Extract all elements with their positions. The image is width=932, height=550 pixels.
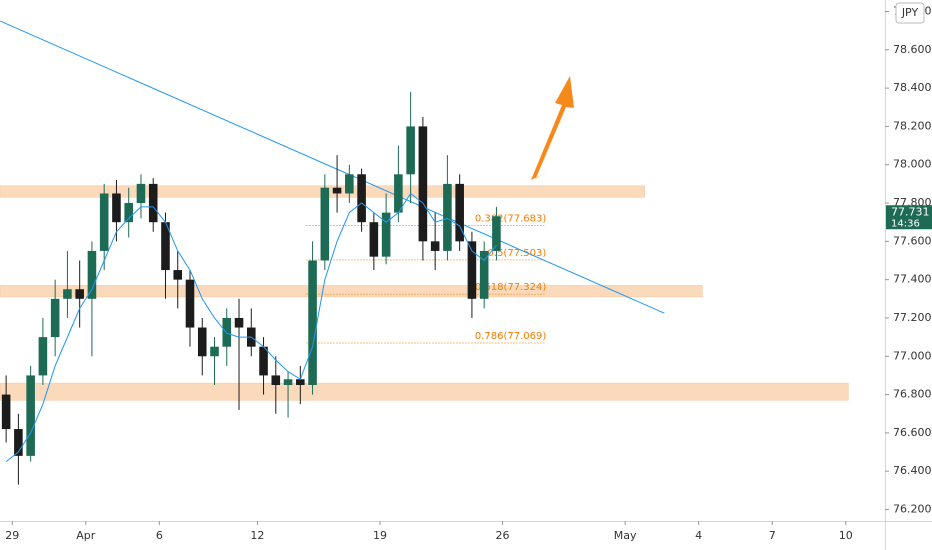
candle-body	[369, 222, 379, 257]
candle-body	[99, 193, 109, 251]
x-tick-label: 19	[373, 529, 387, 542]
countdown: 14:36	[891, 218, 920, 229]
symbol: JPY	[901, 6, 919, 19]
candle-body	[124, 203, 133, 223]
candle-body	[283, 379, 293, 386]
candle-body	[308, 260, 317, 386]
candle-body	[467, 241, 477, 299]
candle-body	[161, 222, 170, 271]
x-tick-label: 26	[496, 529, 510, 542]
x-tick-label: May	[614, 529, 637, 542]
candle-body	[320, 187, 330, 261]
candle-body	[222, 317, 232, 347]
y-tick-label: 78.600	[893, 43, 932, 56]
arrow-up	[531, 76, 574, 180]
candle-body	[332, 187, 342, 194]
candle-body	[492, 216, 501, 251]
candle-body	[197, 327, 207, 357]
y-tick-label: 76.400	[893, 464, 932, 477]
y-tick-label: 77.200	[893, 311, 932, 324]
zone	[0, 382, 849, 401]
candle-body	[455, 183, 464, 242]
candle-body	[26, 375, 35, 456]
candle-body	[406, 126, 415, 175]
candle-body	[357, 174, 366, 223]
x-tick-label: 12	[250, 529, 264, 542]
candle-body	[345, 174, 354, 194]
y-tick-label: 78.000	[893, 158, 932, 171]
candle-body	[112, 193, 121, 223]
candle-body	[1, 394, 11, 430]
fib-label: 0.618(77.324)	[475, 282, 547, 293]
y-tick-label: 76.200	[893, 503, 932, 516]
y-tick-label: 78.200	[893, 119, 932, 132]
candle-body	[148, 183, 158, 223]
candle-body	[136, 183, 146, 204]
candle-body	[443, 183, 452, 251]
candle-body	[381, 212, 391, 257]
candle-body	[38, 337, 48, 376]
x-tick-label: 4	[695, 529, 702, 542]
y-tick-label: 78.400	[893, 81, 932, 94]
candle-body	[50, 298, 60, 338]
fib-label: 0.382(77.683)	[475, 213, 547, 224]
candle-body	[394, 174, 403, 213]
last-price: 77.731	[891, 205, 930, 218]
price-box	[886, 205, 932, 230]
candle-body	[14, 429, 23, 456]
candle-body	[185, 279, 195, 328]
x-tick-label: 29	[5, 529, 19, 542]
candle-body	[271, 375, 281, 386]
candle-body	[296, 379, 305, 386]
x-tick-label: 6	[156, 529, 163, 542]
fib-label: 0.786(77.069)	[475, 331, 547, 342]
zone	[0, 285, 703, 298]
fib-label: 0.5(77.503)	[488, 248, 547, 259]
candle-body	[234, 317, 244, 328]
moving-average	[5, 192, 497, 463]
candle-body	[87, 250, 97, 299]
candle-body	[418, 126, 428, 242]
candle-body	[430, 241, 440, 251]
y-tick-label: 76.800	[893, 388, 932, 401]
symbol-box	[895, 2, 925, 24]
candle-body	[210, 346, 219, 357]
x-tick-label: 10	[839, 529, 853, 542]
candle-body	[479, 250, 489, 299]
candle-body	[259, 346, 268, 376]
candle-body	[63, 289, 72, 299]
trendline	[0, 20, 665, 314]
y-tick-label: 77.000	[893, 349, 932, 362]
y-tick-label: 77.400	[893, 273, 932, 286]
y-tick-label: 77.600	[893, 234, 932, 247]
candle-body	[75, 289, 84, 299]
candle-body	[173, 270, 183, 280]
x-tick-label: Apr	[76, 529, 96, 542]
y-tick-label: 76.600	[893, 426, 932, 439]
x-tick-label: 7	[769, 529, 776, 542]
